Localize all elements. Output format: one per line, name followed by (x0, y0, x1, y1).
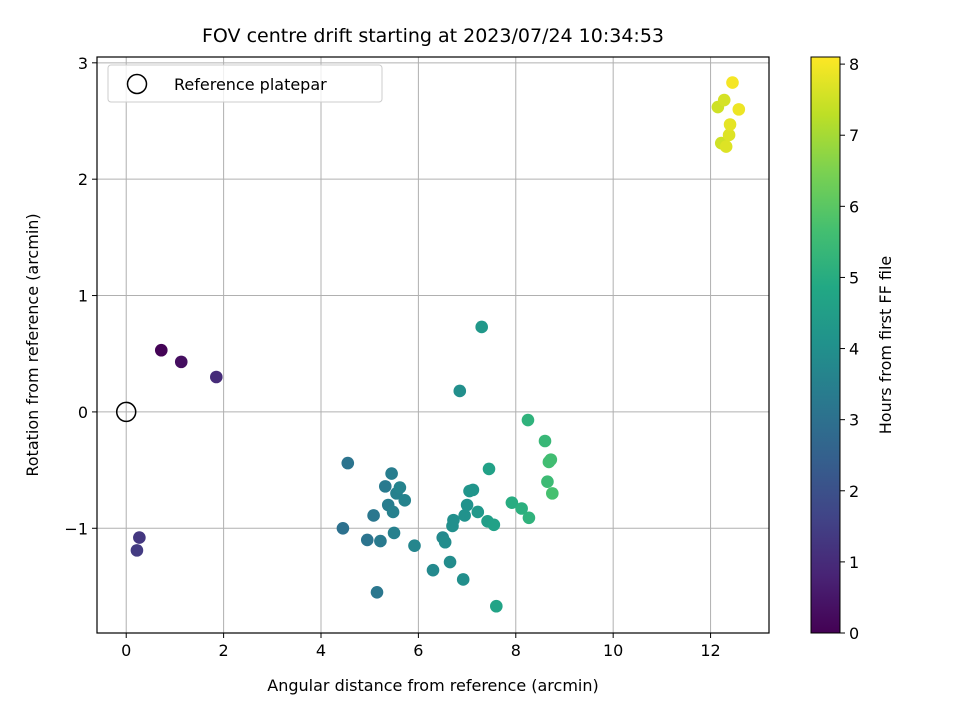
data-point (475, 320, 488, 334)
data-point (482, 462, 496, 476)
x-tick-label: 4 (316, 641, 326, 660)
data-point (385, 467, 398, 480)
data-point (210, 370, 223, 384)
data-point (538, 434, 552, 448)
colorbar-tick-label: 0 (849, 624, 859, 643)
y-tick-label: −1 (64, 519, 88, 538)
data-point (426, 563, 440, 577)
legend-box (107, 64, 383, 103)
reference-platepar-marker (115, 401, 137, 423)
colorbar-tick-label: 1 (849, 553, 859, 572)
x-tick-label: 6 (413, 641, 423, 660)
data-point (723, 118, 737, 131)
data-point (505, 496, 519, 509)
data-point (443, 555, 457, 569)
data-point (374, 534, 387, 548)
x-axis-ticks: 0 2 4 6 8 10 12 (121, 633, 721, 660)
data-point (717, 93, 731, 107)
data-point (544, 453, 558, 466)
colorbar-tick-label: 8 (849, 55, 859, 74)
data-point (154, 343, 168, 357)
data-point (471, 505, 485, 519)
reference-marker-group (115, 401, 137, 423)
data-point (393, 481, 407, 494)
legend: Reference platepar (107, 64, 383, 103)
data-point (133, 531, 146, 544)
y-axis-ticks: −1 0 1 2 3 (64, 54, 97, 538)
data-point (360, 533, 374, 547)
legend-marker-open-circle (126, 73, 148, 95)
colorbar-tick-label: 3 (849, 411, 859, 430)
data-point (453, 384, 467, 398)
data-point (370, 585, 384, 599)
colorbar-tick-label: 4 (849, 340, 859, 359)
data-point (722, 128, 736, 142)
colorbar: 0 1 2 3 4 5 6 7 8 Hours from first FF file (810, 55, 895, 643)
x-tick-label: 8 (511, 641, 521, 660)
data-point (387, 526, 401, 540)
x-tick-label: 0 (121, 641, 131, 660)
x-tick-label: 10 (603, 641, 623, 660)
data-point (341, 456, 355, 470)
data-point (458, 509, 471, 522)
data-point (541, 475, 554, 489)
chart-title: FOV centre drift starting at 2023/07/24 … (202, 25, 664, 47)
y-tick-label: 0 (78, 403, 88, 422)
plot-frame (96, 56, 770, 634)
data-point (490, 599, 503, 613)
x-tick-label: 12 (700, 641, 720, 660)
legend-entry-label: Reference platepar (174, 75, 327, 94)
colorbar-label: Hours from first FF file (876, 256, 895, 435)
data-point (487, 518, 501, 532)
data-points (130, 76, 746, 613)
y-tick-label: 2 (78, 170, 88, 189)
data-point (408, 539, 421, 553)
colorbar-ticks: 0 1 2 3 4 5 6 7 8 (840, 55, 859, 643)
data-point (719, 140, 733, 153)
colorbar-tick-label: 5 (849, 268, 859, 287)
colorbar-tick-label: 2 (849, 482, 859, 501)
data-point (130, 544, 144, 557)
data-point (386, 505, 400, 519)
y-tick-label: 1 (78, 287, 88, 306)
data-point (522, 511, 536, 525)
data-point (438, 535, 452, 549)
y-axis-label: Rotation from reference (arcmin) (23, 213, 42, 476)
data-point (515, 502, 528, 515)
data-point (336, 521, 350, 535)
data-point (732, 103, 746, 116)
data-point (726, 76, 739, 89)
colorbar-tick-label: 7 (849, 126, 859, 145)
data-point (456, 573, 470, 586)
data-point (546, 487, 559, 500)
data-point (378, 480, 392, 493)
data-point (398, 494, 412, 507)
data-point (466, 483, 480, 497)
colorbar-gradient (810, 56, 841, 634)
colorbar-tick-label: 6 (849, 197, 859, 216)
y-tick-label: 3 (78, 54, 88, 73)
data-point (460, 498, 474, 512)
grid-lines (97, 57, 769, 633)
x-axis-label: Angular distance from reference (arcmin) (267, 676, 598, 695)
data-point (521, 413, 535, 427)
x-tick-label: 2 (219, 641, 229, 660)
data-point (367, 509, 380, 522)
data-point (447, 513, 460, 527)
data-point (174, 355, 188, 369)
